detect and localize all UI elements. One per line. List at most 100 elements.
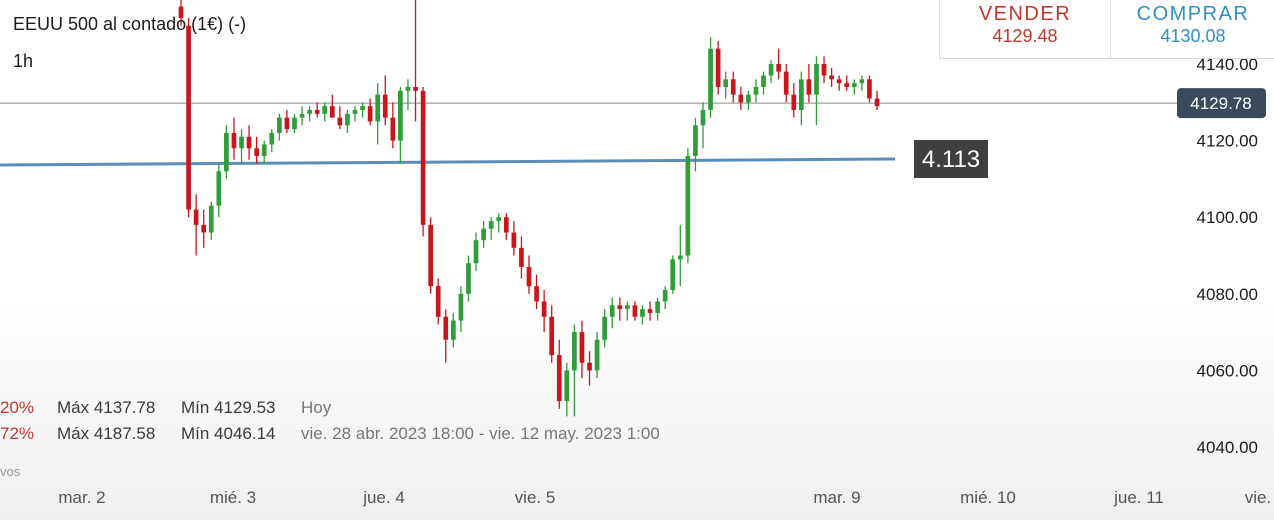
candle-body bbox=[564, 370, 570, 402]
candle bbox=[246, 125, 252, 160]
candle-body bbox=[511, 232, 517, 248]
candle-body bbox=[685, 155, 691, 256]
candle-body bbox=[481, 228, 486, 241]
candle bbox=[617, 297, 623, 321]
candle bbox=[851, 79, 857, 95]
candle bbox=[768, 60, 774, 84]
candle-body bbox=[602, 316, 607, 340]
candle-body bbox=[723, 79, 729, 87]
candle bbox=[337, 106, 343, 130]
candle-body bbox=[451, 320, 456, 340]
today-period: Hoy bbox=[301, 398, 332, 417]
candle-body bbox=[836, 79, 842, 84]
candle-body bbox=[367, 106, 373, 122]
sell-button[interactable]: VENDER 4129.48 bbox=[940, 0, 1111, 58]
candle bbox=[345, 109, 350, 133]
timeframe-label[interactable]: 1h bbox=[13, 51, 34, 71]
candle bbox=[466, 255, 471, 302]
candle bbox=[693, 117, 698, 172]
candle bbox=[519, 236, 524, 279]
candle-body bbox=[844, 83, 850, 87]
level-tag-bg bbox=[914, 140, 988, 178]
y-tick-label: 4120.00 bbox=[1197, 132, 1258, 151]
candle bbox=[390, 102, 396, 149]
level-tag: 4.113 bbox=[914, 140, 988, 178]
x-tick-label: jue. 11 bbox=[1113, 488, 1164, 507]
candle bbox=[178, 0, 184, 26]
candle bbox=[292, 113, 297, 133]
candle-body bbox=[625, 305, 630, 310]
candle-body bbox=[632, 305, 638, 317]
candle bbox=[382, 75, 388, 126]
candle-body bbox=[503, 217, 509, 233]
candle-body bbox=[186, 25, 191, 210]
candle-body bbox=[534, 286, 539, 302]
candle bbox=[269, 129, 275, 153]
candle-body bbox=[216, 171, 222, 206]
candle bbox=[806, 64, 812, 103]
candle bbox=[821, 56, 827, 84]
buy-label: COMPRAR bbox=[1136, 3, 1250, 25]
candle bbox=[874, 90, 880, 110]
candle bbox=[572, 324, 577, 417]
candle-body bbox=[829, 75, 834, 80]
candle-body bbox=[814, 64, 819, 95]
candle-body bbox=[382, 94, 388, 118]
candle bbox=[458, 286, 464, 333]
current-price-tag-text: 4129.78 bbox=[1190, 94, 1251, 113]
candle-body bbox=[662, 289, 668, 302]
candle bbox=[670, 255, 676, 294]
candle bbox=[254, 136, 259, 164]
candle bbox=[685, 148, 691, 264]
candle bbox=[186, 18, 191, 218]
candle-body bbox=[617, 305, 623, 310]
today-percent: 20% bbox=[0, 398, 35, 417]
candle bbox=[814, 56, 819, 126]
candle bbox=[662, 286, 668, 310]
today-min: Mín 4129.53 bbox=[181, 398, 276, 417]
candle bbox=[473, 232, 479, 271]
buy-button[interactable]: COMPRAR 4130.08 bbox=[1111, 0, 1274, 58]
candle-body bbox=[239, 136, 244, 149]
candle-body bbox=[799, 79, 804, 110]
candle bbox=[428, 217, 433, 294]
x-tick-label: mar. 2 bbox=[58, 488, 105, 507]
candle bbox=[783, 64, 789, 103]
candle bbox=[420, 86, 426, 237]
x-tick-label: mié. 3 bbox=[210, 488, 256, 507]
range-max: Máx 4187.58 bbox=[57, 424, 156, 443]
candle-body bbox=[193, 209, 199, 225]
candle-body bbox=[496, 217, 502, 222]
candle bbox=[829, 67, 834, 87]
candle bbox=[746, 90, 751, 110]
candle-body bbox=[783, 71, 789, 95]
candle bbox=[435, 278, 441, 325]
candle-body bbox=[609, 305, 615, 317]
candle-body bbox=[549, 316, 555, 356]
footnote-partial: vos bbox=[0, 464, 21, 479]
candle-body bbox=[413, 86, 418, 91]
x-tick-label: mié. 10 bbox=[960, 488, 1016, 507]
candle bbox=[738, 86, 744, 110]
candle bbox=[526, 255, 532, 294]
candle bbox=[640, 305, 645, 325]
candle-body bbox=[420, 90, 426, 225]
candle bbox=[307, 106, 312, 122]
candle-body bbox=[488, 221, 494, 229]
candle-body bbox=[299, 113, 305, 118]
candle-body bbox=[329, 106, 335, 118]
candle bbox=[216, 163, 222, 218]
candle bbox=[277, 113, 282, 141]
current-price-tag: 4129.78 bbox=[1177, 88, 1266, 119]
candle-body bbox=[730, 79, 736, 95]
candle bbox=[625, 301, 630, 321]
candle-body bbox=[224, 132, 229, 172]
candle bbox=[375, 83, 381, 145]
candle-body bbox=[277, 117, 282, 133]
candle-body bbox=[208, 205, 214, 233]
candle-body bbox=[307, 109, 312, 114]
candle bbox=[239, 129, 244, 164]
candle-body bbox=[398, 90, 403, 141]
